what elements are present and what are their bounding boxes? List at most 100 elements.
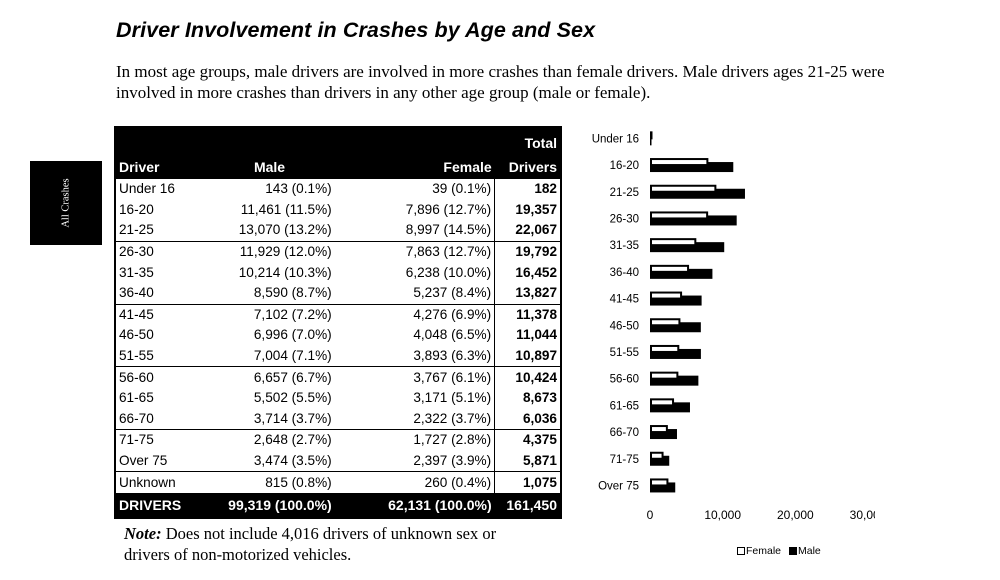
cell-age: 61-65 bbox=[119, 390, 154, 406]
cell-female: 4,276 (6.9%) bbox=[334, 303, 495, 326]
category-label: Under 16 bbox=[592, 133, 639, 145]
header-female: Female bbox=[334, 152, 495, 179]
cell-total: 22,067 bbox=[494, 220, 561, 242]
bar-male bbox=[650, 482, 676, 493]
cell-female: 3,767 (6.1%) bbox=[334, 366, 495, 388]
cell-age: 26-30 bbox=[115, 240, 205, 263]
cell-male: 7,102 (7.2%) bbox=[204, 303, 335, 326]
cell-male: 13,070 (13.2%) bbox=[238, 222, 332, 238]
footnote-label: Note: bbox=[124, 524, 162, 543]
cell-male: 5,502 (5.5%) bbox=[253, 390, 332, 406]
cell-female: 7,896 (12.7%) bbox=[405, 201, 492, 217]
table-row: 51-55 7,004 (7.1%) 3,893 (6.3%) 10,897 bbox=[115, 345, 561, 367]
cell-male: 6,996 (7.0%) bbox=[253, 327, 332, 343]
cell-female: 8,997 (14.5%) bbox=[405, 222, 492, 238]
cell-male: 11,929 (12.0%) bbox=[204, 240, 335, 263]
table-row: 21-25 13,070 (13.2%) 8,997 (14.5%) 22,067 bbox=[115, 220, 561, 242]
bar-female bbox=[650, 131, 653, 140]
bar-male bbox=[650, 455, 670, 466]
cell-female: 3,171 (5.1%) bbox=[413, 390, 492, 406]
cell-female: 7,863 (12.7%) bbox=[334, 240, 495, 263]
chart-legend: Female Male bbox=[737, 545, 821, 557]
crash-bar-chart: Under 16 16-20 21-25 26-30 31-35 36-40 41-45 46… bbox=[592, 131, 875, 522]
table-row: Under 16 143 (0.1%) 39 (0.1%) 182 bbox=[115, 179, 561, 200]
cell-age: 56-60 bbox=[115, 366, 205, 388]
bar-female bbox=[650, 264, 690, 273]
header-spacer bbox=[334, 127, 495, 152]
cell-age: Unknown bbox=[115, 471, 205, 493]
cell-total: 19,792 bbox=[494, 240, 561, 263]
cell-total: 13,827 bbox=[494, 282, 561, 305]
cell-male: 6,657 (6.7%) bbox=[204, 366, 335, 388]
header-total-line2: Drivers bbox=[494, 152, 561, 179]
cell-total: 11,378 bbox=[494, 303, 561, 326]
bar-male bbox=[650, 135, 652, 146]
total-female: 62,131 (100.0%) bbox=[334, 492, 495, 518]
cell-female: 6,238 (10.0%) bbox=[405, 264, 492, 280]
x-tick-label: 20,000 bbox=[777, 508, 814, 522]
category-label: 71-75 bbox=[610, 454, 639, 466]
category-label: 41-45 bbox=[610, 294, 639, 306]
section-side-tab-label: All Crashes bbox=[60, 178, 72, 228]
legend-item-female: Female bbox=[737, 545, 781, 557]
cell-total: 16,452 bbox=[494, 262, 561, 283]
cell-total: 10,897 bbox=[494, 345, 561, 367]
bar-female bbox=[650, 451, 664, 460]
header-spacer bbox=[204, 127, 335, 152]
category-label: 16-20 bbox=[610, 160, 639, 172]
category-label: 61-65 bbox=[610, 400, 639, 412]
total-label: DRIVERS bbox=[115, 492, 205, 518]
bar-female bbox=[650, 425, 668, 434]
legend-swatch-male bbox=[789, 547, 798, 555]
footnote-text: Does not include 4,016 drivers of unknow… bbox=[161, 524, 497, 543]
bar-male bbox=[650, 295, 702, 306]
category-label: 51-55 bbox=[610, 347, 639, 359]
bar-male bbox=[650, 348, 701, 359]
page-title: Driver Involvement in Crashes by Age and… bbox=[116, 18, 596, 42]
cell-male: 10,214 (10.3%) bbox=[238, 264, 332, 280]
table-row: 61-65 5,502 (5.5%) 3,171 (5.1%) 8,673 bbox=[115, 387, 561, 409]
table-header-row: Driver Male Female Drivers bbox=[115, 152, 561, 179]
cell-male: 143 (0.1%) bbox=[265, 181, 332, 197]
table-total-row: DRIVERS 99,319 (100.0%) 62,131 (100.0%) 161… bbox=[115, 492, 561, 518]
bar-male bbox=[650, 402, 690, 413]
footnote-text-line2: drivers of non-motorized vehicles. bbox=[124, 545, 352, 564]
cell-male: 3,714 (3.7%) bbox=[253, 410, 332, 426]
x-tick-label: 0 bbox=[647, 508, 654, 522]
table-body: Under 16 143 (0.1%) 39 (0.1%) 182 16-20 11,46… bbox=[115, 179, 561, 518]
category-label: 66-70 bbox=[610, 427, 639, 439]
category-label: 21-25 bbox=[610, 187, 639, 199]
cell-total: 10,424 bbox=[494, 366, 561, 388]
bar-male bbox=[650, 242, 725, 253]
table-row: 26-30 11,929 (12.0%) 7,863 (12.7%) 19,792 bbox=[115, 240, 561, 263]
bar-female bbox=[650, 318, 681, 327]
category-label: 56-60 bbox=[610, 374, 639, 386]
category-label: 36-40 bbox=[610, 267, 639, 279]
cell-age: 21-25 bbox=[119, 222, 154, 238]
cell-male: 3,474 (3.5%) bbox=[253, 453, 332, 469]
total-all: 161,450 bbox=[494, 492, 561, 518]
header-male: Male bbox=[204, 152, 335, 179]
bar-female bbox=[650, 398, 675, 407]
section-side-tab: All Crashes bbox=[30, 161, 102, 245]
cell-female: 39 (0.1%) bbox=[432, 181, 492, 197]
bar-female bbox=[650, 344, 680, 353]
bar-female bbox=[650, 158, 709, 167]
table-row: 31-35 10,214 (10.3%) 6,238 (10.0%) 16,452 bbox=[115, 262, 561, 283]
bar-female bbox=[650, 478, 669, 487]
cell-age: 66-70 bbox=[119, 410, 154, 426]
legend-label-female: Female bbox=[746, 545, 782, 557]
category-label: 26-30 bbox=[610, 213, 639, 225]
table-row: 46-50 6,996 (7.0%) 4,048 (6.5%) 11,044 bbox=[115, 325, 561, 346]
bar-male bbox=[650, 162, 734, 173]
cell-age: 41-45 bbox=[115, 303, 205, 326]
cell-total: 8,673 bbox=[494, 387, 561, 409]
table-row: 66-70 3,714 (3.7%) 2,322 (3.7%) 6,036 bbox=[115, 408, 561, 430]
bar-male bbox=[650, 375, 699, 386]
cell-age: 46-50 bbox=[119, 327, 154, 343]
table-row: 71-75 2,648 (2.7%) 1,727 (2.8%) 4,375 bbox=[115, 429, 561, 451]
cell-age: 36-40 bbox=[119, 285, 154, 301]
table-row: 56-60 6,657 (6.7%) 3,767 (6.1%) 10,424 bbox=[115, 366, 561, 388]
header-driver: Driver bbox=[115, 152, 205, 179]
bar-female bbox=[650, 371, 679, 380]
